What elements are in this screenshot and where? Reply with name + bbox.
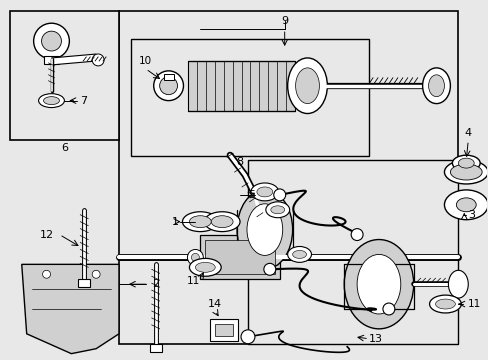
Ellipse shape xyxy=(435,299,454,309)
Circle shape xyxy=(41,31,61,51)
Ellipse shape xyxy=(270,206,284,214)
Ellipse shape xyxy=(256,187,272,197)
Bar xyxy=(78,279,90,287)
Bar xyxy=(43,56,60,64)
Text: 6: 6 xyxy=(61,143,68,153)
Text: 4: 4 xyxy=(464,129,471,138)
Circle shape xyxy=(92,54,104,66)
Ellipse shape xyxy=(344,239,413,329)
Circle shape xyxy=(34,23,69,59)
Circle shape xyxy=(264,264,275,275)
Text: 2: 2 xyxy=(152,279,159,289)
Ellipse shape xyxy=(451,155,479,171)
Circle shape xyxy=(160,77,177,95)
Ellipse shape xyxy=(447,270,468,298)
Bar xyxy=(51,54,97,65)
Ellipse shape xyxy=(444,160,487,184)
Ellipse shape xyxy=(287,247,311,262)
Ellipse shape xyxy=(428,295,460,313)
Ellipse shape xyxy=(265,202,289,218)
Ellipse shape xyxy=(195,262,215,272)
Ellipse shape xyxy=(422,68,449,104)
Bar xyxy=(200,235,279,279)
Bar xyxy=(205,239,274,274)
Ellipse shape xyxy=(182,212,218,231)
Text: 3: 3 xyxy=(468,210,474,220)
Bar xyxy=(10,11,119,140)
Ellipse shape xyxy=(250,183,278,201)
Ellipse shape xyxy=(237,190,292,269)
Ellipse shape xyxy=(39,94,64,108)
Circle shape xyxy=(273,189,285,201)
Ellipse shape xyxy=(295,68,319,104)
Ellipse shape xyxy=(246,204,282,255)
Ellipse shape xyxy=(292,251,306,258)
Circle shape xyxy=(153,71,183,100)
Circle shape xyxy=(42,270,50,278)
Text: 9: 9 xyxy=(281,16,287,26)
Ellipse shape xyxy=(189,258,221,276)
Circle shape xyxy=(241,330,254,344)
Text: 11: 11 xyxy=(468,299,481,309)
Ellipse shape xyxy=(189,216,211,228)
Circle shape xyxy=(187,249,203,265)
Text: 5: 5 xyxy=(247,190,254,200)
Ellipse shape xyxy=(356,255,400,314)
Polygon shape xyxy=(21,264,119,354)
Ellipse shape xyxy=(211,216,233,228)
Bar xyxy=(188,61,294,111)
Text: 13: 13 xyxy=(368,334,382,344)
Ellipse shape xyxy=(427,75,444,96)
Bar xyxy=(247,160,457,344)
Text: 12: 12 xyxy=(39,230,53,239)
Bar xyxy=(163,74,173,80)
Circle shape xyxy=(191,253,199,261)
Ellipse shape xyxy=(287,58,326,113)
Text: 11: 11 xyxy=(186,276,200,286)
Bar xyxy=(210,319,238,341)
Text: 14: 14 xyxy=(208,299,222,309)
Circle shape xyxy=(92,270,100,278)
Ellipse shape xyxy=(455,198,475,212)
Text: 10: 10 xyxy=(139,56,152,66)
Bar xyxy=(131,39,368,156)
Circle shape xyxy=(350,229,362,240)
Ellipse shape xyxy=(457,158,473,168)
Bar xyxy=(215,324,233,336)
Ellipse shape xyxy=(204,212,240,231)
Bar xyxy=(149,344,162,352)
Text: 7: 7 xyxy=(80,96,87,105)
Bar xyxy=(119,11,457,344)
Ellipse shape xyxy=(43,96,60,105)
Text: 1: 1 xyxy=(172,217,179,227)
Circle shape xyxy=(382,303,394,315)
Ellipse shape xyxy=(444,190,487,220)
Ellipse shape xyxy=(449,164,481,180)
Text: 8: 8 xyxy=(236,157,243,167)
